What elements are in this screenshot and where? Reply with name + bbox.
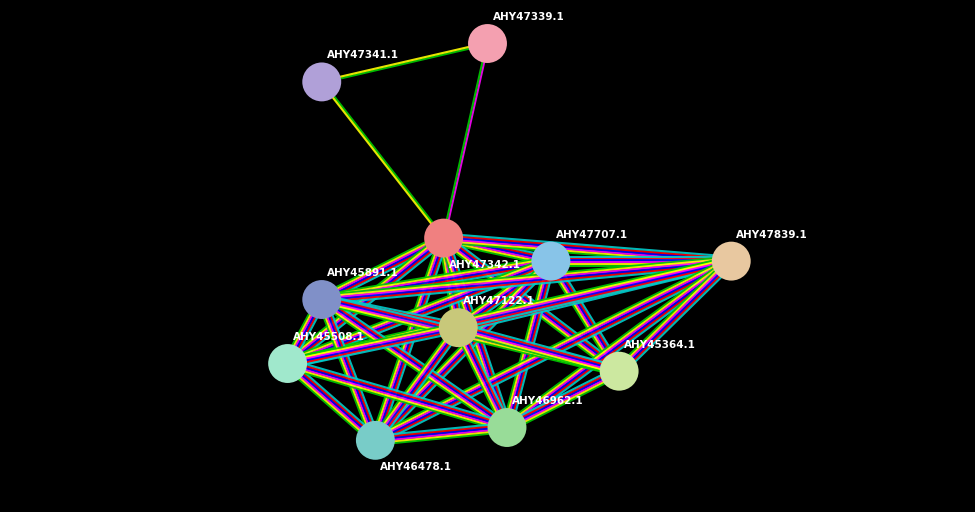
Text: AHY45364.1: AHY45364.1: [624, 340, 696, 350]
Circle shape: [712, 242, 751, 281]
Text: AHY45891.1: AHY45891.1: [327, 268, 399, 278]
Text: AHY46478.1: AHY46478.1: [380, 462, 452, 472]
Circle shape: [468, 24, 507, 63]
Circle shape: [488, 408, 526, 447]
Circle shape: [439, 308, 478, 347]
Circle shape: [268, 344, 307, 383]
Text: AHY46962.1: AHY46962.1: [512, 396, 584, 406]
Text: AHY47342.1: AHY47342.1: [448, 260, 521, 269]
Circle shape: [531, 242, 570, 281]
Circle shape: [302, 280, 341, 319]
Text: AHY47707.1: AHY47707.1: [556, 230, 628, 240]
Text: AHY47122.1: AHY47122.1: [463, 296, 535, 306]
Text: AHY45508.1: AHY45508.1: [292, 332, 365, 342]
Circle shape: [356, 421, 395, 460]
Circle shape: [424, 219, 463, 258]
Circle shape: [600, 352, 639, 391]
Text: AHY47339.1: AHY47339.1: [492, 12, 565, 22]
Text: AHY47839.1: AHY47839.1: [736, 230, 808, 240]
Text: AHY47341.1: AHY47341.1: [327, 51, 399, 60]
Circle shape: [302, 62, 341, 101]
